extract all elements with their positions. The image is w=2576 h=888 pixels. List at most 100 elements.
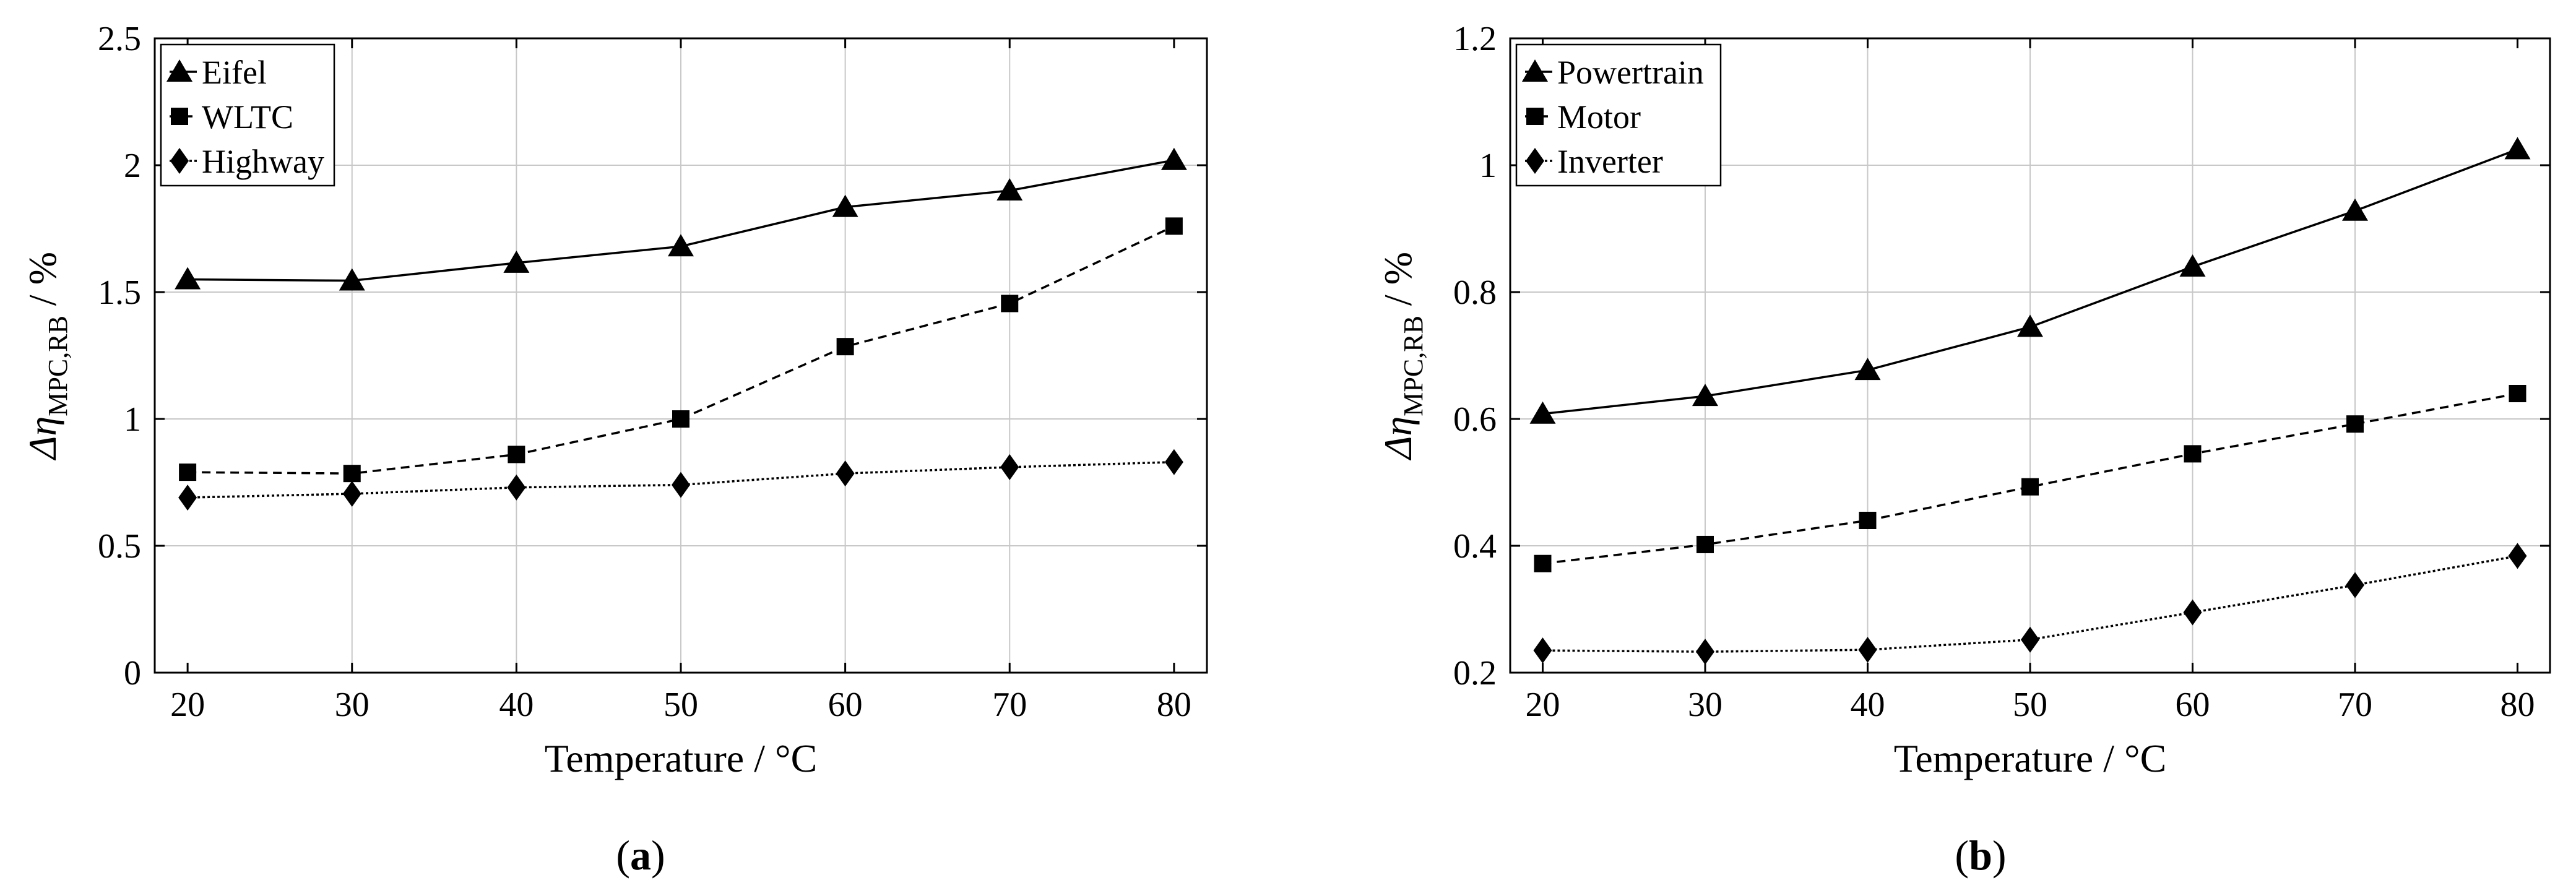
x-tick-label-b-20: 20 — [1526, 686, 1560, 724]
point-a-eifel-50 — [668, 234, 694, 257]
caption-close-paren-b: ) — [1992, 832, 2007, 879]
x-tick-label-b-60: 60 — [2176, 686, 2210, 724]
caption-close-paren-a: ) — [651, 832, 665, 879]
point-b-powertrain-70 — [2342, 198, 2368, 221]
legend-label-a-wltc: WLTC — [202, 98, 293, 136]
point-b-powertrain-50 — [2017, 314, 2043, 337]
x-tick-label-a-50: 50 — [663, 686, 698, 724]
point-a-eifel-60 — [832, 194, 858, 217]
x-tick-label-b-50: 50 — [2013, 686, 2047, 724]
point-b-inverter-70 — [2346, 572, 2364, 598]
point-b-inverter-40 — [1858, 637, 1877, 663]
legend-marker-b-powertrain — [1522, 59, 1548, 82]
point-a-wltc-80 — [1165, 217, 1183, 235]
point-b-motor-20 — [1534, 554, 1552, 572]
y-tick-label-a-0.5: 0.5 — [98, 527, 141, 566]
y-axis-label-unit-b: / % — [1376, 252, 1420, 316]
point-b-motor-50 — [2021, 478, 2039, 496]
legend-label-b-inverter: Inverter — [1557, 143, 1663, 180]
point-b-inverter-60 — [2183, 599, 2202, 626]
point-b-powertrain-40 — [1854, 358, 1881, 381]
y-axis-label-b: ΔηMPC,RB / % — [1376, 252, 1428, 461]
x-tick-label-a-40: 40 — [499, 686, 534, 724]
point-b-inverter-80 — [2508, 543, 2527, 569]
x-axis-label-a: Temperature / °C — [545, 736, 818, 780]
x-tick-label-b-80: 80 — [2500, 686, 2535, 724]
y-axis-label-main-a: Δη — [20, 416, 64, 461]
point-a-wltc-40 — [508, 446, 525, 463]
legend-label-a-eifel: Eifel — [202, 54, 267, 91]
y-tick-label-b-1: 1 — [1479, 147, 1497, 185]
grid-b — [1510, 38, 2550, 673]
point-a-eifel-80 — [1160, 147, 1187, 170]
point-b-powertrain-30 — [1692, 384, 1718, 407]
chart-b: 20 30 40 50 60 70 80 0.2 0.4 0.6 0.8 1 1.2 Powertrain… — [1376, 20, 2551, 879]
legend-marker-a-eifel — [166, 59, 192, 82]
point-a-eifel-70 — [996, 178, 1023, 200]
series-a-highway — [178, 449, 1183, 511]
y-tick-label-a-2.5: 2.5 — [98, 20, 141, 58]
point-a-eifel-30 — [339, 268, 365, 291]
panel-caption-b: (b) — [1955, 832, 2006, 879]
point-b-motor-60 — [2184, 445, 2202, 463]
point-a-wltc-20 — [179, 463, 197, 481]
point-a-highway-20 — [178, 485, 197, 511]
legend-box-b — [1515, 43, 1722, 187]
y-axis-label-unit-a: / % — [20, 252, 64, 316]
legend-b: Powertrain Motor Inverter — [1515, 43, 1722, 187]
point-a-wltc-60 — [836, 338, 854, 356]
x-tick-label-b-30: 30 — [1688, 686, 1722, 724]
point-a-highway-30 — [342, 480, 361, 507]
point-a-highway-50 — [672, 472, 690, 498]
y-tick-label-a-0: 0 — [124, 654, 141, 692]
point-a-highway-70 — [1000, 454, 1019, 480]
legend-marker-b-motor — [1526, 108, 1544, 125]
y-tick-label-b-0.4: 0.4 — [1453, 527, 1497, 566]
point-b-powertrain-20 — [1529, 401, 1556, 424]
y-tick-label-a-1: 1 — [124, 400, 141, 439]
x-tick-label-a-20: 20 — [170, 686, 205, 724]
caption-letter-b: b — [1969, 832, 1992, 879]
y-axis-label-sub-b: MPC,RB — [1398, 316, 1428, 416]
series-b-powertrain — [1529, 137, 2531, 424]
point-b-powertrain-80 — [2504, 137, 2531, 160]
legend-a: Eifel WLTC Highway — [160, 43, 335, 187]
x-tick-label-b-40: 40 — [1851, 686, 1885, 724]
x-tick-label-a-60: 60 — [828, 686, 863, 724]
chart-a: 20 30 40 50 60 70 80 0 0.5 1 1.5 2 2.5 Eifel WLTC Highw… — [20, 20, 1208, 879]
point-a-wltc-70 — [1001, 295, 1019, 313]
point-b-motor-30 — [1696, 535, 1714, 553]
point-b-motor-40 — [1859, 512, 1877, 529]
series-a-wltc — [179, 217, 1183, 483]
caption-letter-a: a — [630, 832, 651, 879]
y-axis-label-main-b: Δη — [1376, 416, 1420, 461]
x-axis-label-b: Temperature / °C — [1894, 736, 2167, 780]
x-tick-label-a-80: 80 — [1157, 686, 1191, 724]
point-a-wltc-50 — [672, 410, 689, 428]
caption-open-paren-a: ( — [616, 832, 630, 879]
y-axis-label-a: ΔηMPC,RB / % — [20, 252, 73, 461]
point-a-highway-80 — [1164, 449, 1183, 475]
y-axis-label-sub-a: MPC,RB — [43, 316, 73, 416]
x-tick-label-a-70: 70 — [992, 686, 1027, 724]
legend-label-b-motor: Motor — [1557, 98, 1641, 136]
series-b-motor — [1534, 385, 2526, 572]
legend-marker-a-wltc — [171, 108, 188, 125]
point-a-highway-60 — [836, 460, 855, 487]
y-tick-label-a-1.5: 1.5 — [98, 274, 141, 312]
y-tick-label-b-0.6: 0.6 — [1453, 400, 1497, 439]
x-tick-label-a-30: 30 — [335, 686, 370, 724]
point-a-wltc-30 — [343, 465, 361, 483]
point-b-inverter-20 — [1533, 637, 1552, 664]
point-a-eifel-20 — [175, 267, 201, 290]
y-tick-label-b-0.8: 0.8 — [1453, 274, 1497, 312]
point-b-motor-80 — [2509, 385, 2526, 402]
point-b-powertrain-60 — [2179, 254, 2206, 277]
point-a-highway-40 — [507, 474, 526, 501]
y-tick-label-b-0.2: 0.2 — [1453, 654, 1497, 692]
legend-box-a — [160, 43, 335, 187]
series-a-eifel — [175, 147, 1187, 291]
legend-marker-b-inverter — [1526, 148, 1544, 174]
series-b-inverter — [1533, 543, 2527, 665]
